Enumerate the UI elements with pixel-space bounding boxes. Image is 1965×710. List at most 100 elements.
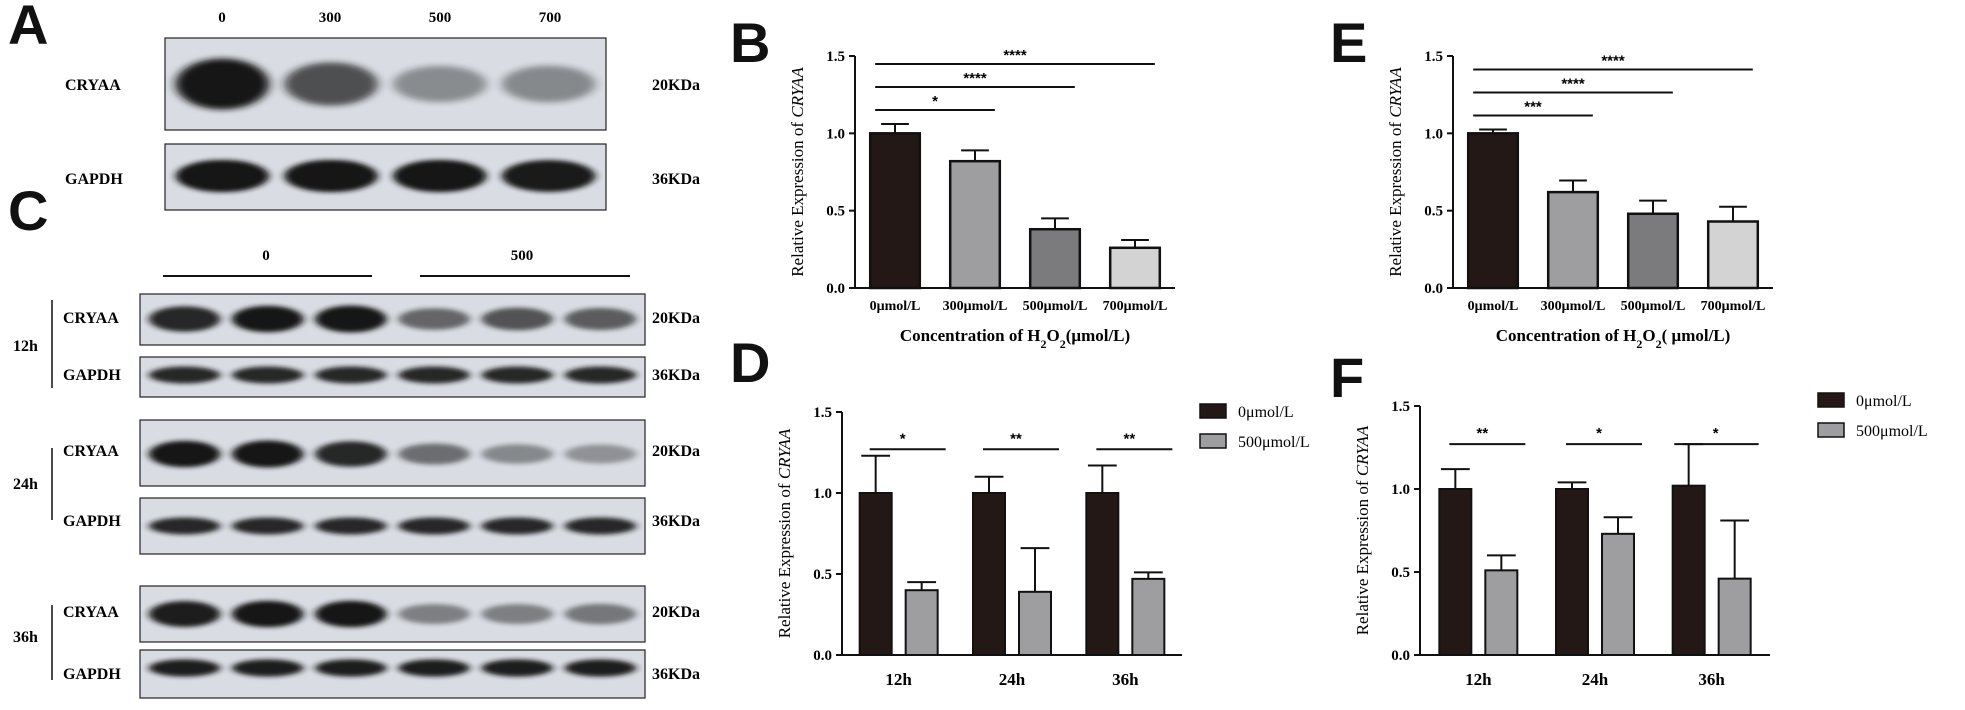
blot-c-group-label: 500 [511,248,534,264]
y-axis-title-part: CRYAA [1386,67,1405,118]
y-axis-title-part: Relative Expression of [1353,476,1372,635]
blot-a-conc-label: 700 [539,10,562,26]
blot-a-size-label: 36KDa [652,171,700,188]
y-tick-label: 1.0 [1424,126,1443,142]
blot-band [564,366,637,384]
y-tick-label: 1.5 [1424,49,1443,65]
significance-label: ** [1123,430,1135,447]
x-tick-label: 300μmol/L [943,299,1008,314]
y-tick-label: 1.5 [1391,399,1410,415]
blot-band [284,62,378,106]
y-tick-label: 1.0 [826,126,845,142]
blot-band [231,659,304,677]
bar [972,492,1006,656]
bar [1555,488,1589,656]
x-axis-title-part: (μmol/L) [1066,326,1130,345]
blot-c-bands-cryaa-12h [148,305,637,333]
x-axis-title-part: Concentration of H [1496,326,1637,345]
x-axis-title-part: 2 [1636,337,1642,351]
blot-c-protein-label: GAPDH [63,367,121,384]
bar [868,132,922,290]
blot-c-protein-label: CRYAA [63,310,119,327]
bar [1671,484,1706,656]
panel-label-f: F [1330,346,1364,409]
x-tick-label: 12h [1465,670,1492,689]
blot-band [148,306,221,332]
blot-band [481,604,554,624]
blot-c-bands-gapdh-24h [148,517,637,535]
blot-band [148,601,221,627]
legend-label: 0μmol/L [1238,404,1294,421]
blot-band [175,58,270,110]
bar [1717,577,1752,657]
bar [1601,532,1635,657]
blot-a-bands-cryaa [175,58,596,110]
panel-label-c: C [8,179,48,242]
bar [1626,212,1680,290]
blot-c-size-label: 36KDa [652,367,700,384]
blot-band [231,600,304,628]
x-tick-label: 500μmol/L [1621,299,1686,314]
blot-c-size-label: 20KDa [652,310,700,327]
blot-c-membrane [139,356,646,398]
blot-a-bands-gapdh [175,159,596,193]
legend-swatch [1199,403,1227,419]
significance-label: **** [963,70,987,87]
blot-band [481,659,554,677]
significance-label: * [1596,425,1602,442]
blot-band [564,603,637,625]
bar [1108,246,1162,290]
chart-e: 0.0 0.5 1.0 1.5 Relative Expression of CRYAA… [1386,49,1773,351]
blot-band [481,307,554,331]
blot-band [481,444,554,464]
blot-band [481,366,554,384]
blot-c-protein-label: CRYAA [63,604,119,621]
blot-band [148,659,221,677]
y-axis-title-part: CRYAA [775,428,794,479]
y-tick-label: 0.0 [1391,648,1410,664]
blot-band [148,366,221,384]
blot-band [398,517,470,535]
x-axis-title-part: O [1047,326,1060,345]
blot-c-bands-gapdh-36h [148,659,637,677]
legend-label: 500μmol/L [1856,423,1928,440]
blot-band [564,444,637,464]
x-tick-label: 0μmol/L [870,299,921,314]
blot-band [231,305,304,333]
blot-band [231,440,304,468]
blot-a-conc-label: 500 [429,10,452,26]
bar [1466,132,1520,290]
blot-a: 0 300 500 700 CRYAA 20KDa GAPDH 36KDa [65,10,700,211]
bar [1131,577,1166,656]
bar [1484,569,1519,657]
chart-b: 0.0 0.5 1.0 1.5 Relative Expression of CRYAA… [788,47,1175,351]
panel-label-b: B [730,11,770,74]
blot-band [564,517,637,535]
blot-band [148,517,221,535]
panel-label-d: D [730,331,770,394]
blot-band [315,366,387,384]
blot-band [481,517,554,535]
legend-label: 500μmol/L [1238,434,1310,451]
blot-band [315,441,387,467]
y-tick-label: 0.5 [1424,204,1443,220]
x-tick-label: 300μmol/L [1541,299,1606,314]
x-axis-title-part: ( μmol/L) [1662,326,1731,345]
x-tick-label: 0μmol/L [1468,299,1519,314]
x-tick-label: 500μmol/L [1023,299,1088,314]
blot-c-membrane [139,293,646,346]
blot-c-bands-gapdh-12h [148,366,637,384]
blot-band [175,159,270,193]
bar [1706,220,1760,290]
blot-a-conc-label: 0 [218,10,226,26]
blot-c-bands-cryaa-36h [148,600,637,628]
bar [858,492,893,656]
legend-swatch [1817,422,1845,438]
blot-a-conc-label: 300 [319,10,342,26]
y-axis-title: Relative Expression of CRYAA [775,428,794,638]
y-tick-label: 0.5 [826,204,845,220]
y-tick-label: 0.5 [813,567,832,583]
x-tick-label: 12h [885,670,912,689]
blot-c-membrane [139,419,646,487]
blot-c-group-label: 0 [262,248,270,264]
